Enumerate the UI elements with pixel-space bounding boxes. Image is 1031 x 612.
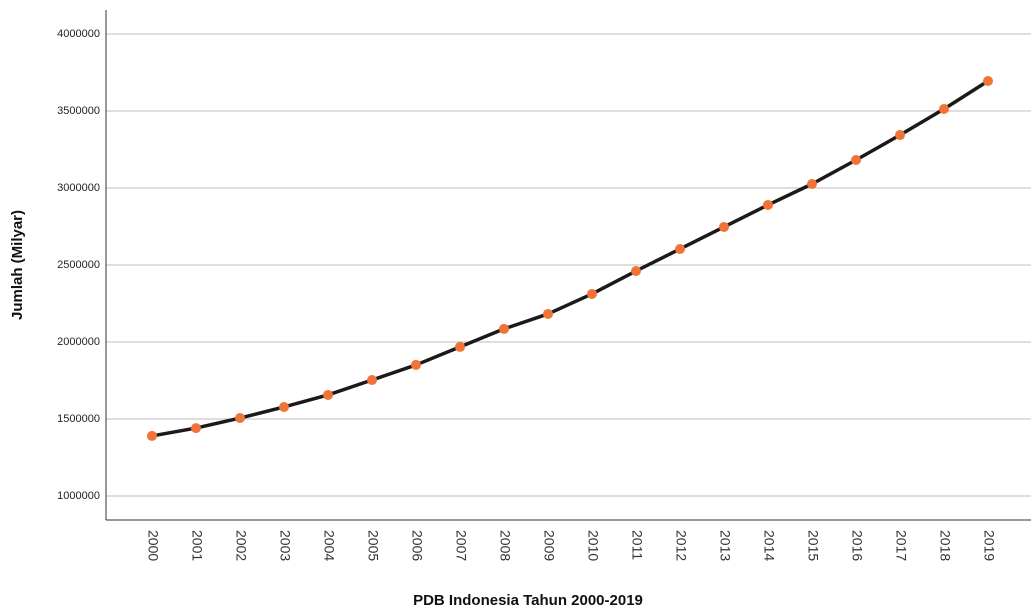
point [235, 413, 245, 424]
x-tick-label: 2006 [409, 530, 425, 561]
y-tick-label: 1500000 [57, 413, 100, 425]
x-tick-label: 2016 [849, 530, 865, 561]
x-tick-label: 2011 [629, 530, 645, 560]
x-tick-label: 2018 [937, 530, 953, 561]
x-tick-label: 2002 [233, 530, 249, 561]
x-tick-label: 2003 [277, 530, 293, 561]
y-tick-label: 1000000 [57, 490, 100, 502]
point [675, 243, 685, 254]
y-tick-label: 2500000 [57, 259, 100, 271]
point [587, 288, 597, 299]
point [895, 130, 905, 141]
x-tick-label: 2010 [585, 530, 601, 561]
x-tick-label: 2005 [365, 530, 381, 561]
x-tick-label: 2001 [189, 530, 205, 561]
point [499, 323, 509, 334]
point [147, 430, 157, 441]
point [939, 104, 949, 115]
x-axis-title: PDB Indonesia Tahun 2000-2019 [413, 592, 643, 609]
x-tick-label: 2000 [145, 530, 161, 561]
x-tick-label: 2012 [673, 530, 689, 561]
x-tick-label: 2017 [893, 530, 909, 561]
point [367, 375, 377, 386]
y-axis-title: Jumlah (Milyar) [9, 210, 26, 320]
point [191, 423, 201, 434]
x-tick-label: 2004 [321, 530, 337, 561]
line [151, 79, 989, 438]
y-tick-label: 3500000 [57, 105, 100, 117]
point [763, 199, 773, 210]
point [631, 266, 641, 277]
x-tick-label: 2019 [981, 530, 997, 561]
y-tick-label: 3000000 [57, 182, 100, 194]
point [411, 359, 421, 370]
point [719, 221, 729, 232]
y-tick-label: 2000000 [57, 336, 100, 348]
x-tick-label: 2007 [453, 530, 469, 561]
point [807, 179, 817, 190]
point [983, 75, 993, 86]
x-tick-label: 2008 [497, 530, 513, 561]
point [279, 401, 289, 412]
x-tick-label: 2014 [761, 530, 777, 561]
x-tick-label: 2009 [541, 530, 557, 561]
point [851, 154, 861, 165]
point [543, 308, 553, 319]
x-tick-label: 2013 [717, 530, 733, 561]
point [323, 389, 333, 400]
point [455, 341, 465, 352]
x-tick-label: 2015 [805, 530, 821, 561]
y-tick-label: 4000000 [57, 28, 100, 40]
